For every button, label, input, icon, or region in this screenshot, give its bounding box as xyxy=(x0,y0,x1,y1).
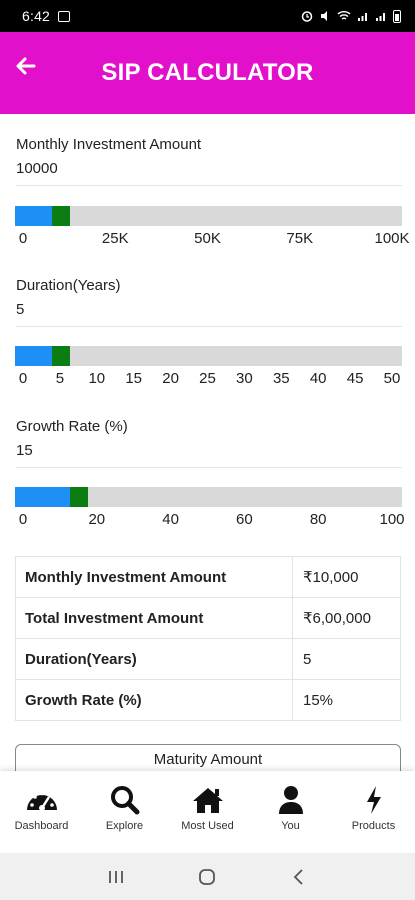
growth-slider[interactable] xyxy=(15,487,402,507)
mute-icon xyxy=(321,11,327,21)
tick-label: 40 xyxy=(162,511,179,528)
summary-key: Total Investment Amount xyxy=(15,597,293,639)
investment-slider-fill xyxy=(15,206,53,226)
summary-value: 15% xyxy=(292,679,401,721)
tick-label: 20 xyxy=(88,511,106,528)
summary-value: ₹6,00,000 xyxy=(292,597,401,639)
status-time: 6:42 xyxy=(22,8,51,24)
status-bar: 6:42 xyxy=(0,0,415,32)
tick-label: 50 xyxy=(383,370,401,387)
arrow-left-icon xyxy=(16,57,36,75)
tick-label: 5 xyxy=(55,370,65,387)
investment-label: Monthly Investment Amount xyxy=(16,136,202,153)
tick-label: 20 xyxy=(162,370,179,387)
duration-slider-thumb[interactable] xyxy=(51,346,70,366)
chevron-left-icon xyxy=(293,868,303,885)
tick-label: 0 xyxy=(18,230,28,247)
growth-slider-thumb[interactable] xyxy=(70,487,89,507)
home-button[interactable] xyxy=(187,862,227,892)
summary-key: Duration(Years) xyxy=(15,638,293,680)
tick-label: 0 xyxy=(18,370,28,387)
nav-item-most-used[interactable]: Most Used xyxy=(166,771,249,853)
duration-label: Duration(Years) xyxy=(16,277,121,294)
back-button[interactable] xyxy=(12,52,40,80)
tick-label: 10 xyxy=(88,370,106,387)
growth-ticks: 0 20 40 60 80 100 xyxy=(15,511,405,529)
tick-label: 0 xyxy=(18,511,28,528)
investment-divider xyxy=(16,185,402,186)
tick-label: 80 xyxy=(309,511,327,528)
growth-value[interactable]: 15 xyxy=(16,442,33,459)
status-icons xyxy=(301,9,401,23)
alarm-icon xyxy=(301,11,313,22)
dashboard-gauge-icon xyxy=(24,785,60,815)
table-row: Growth Rate (%) 15% xyxy=(15,679,401,721)
duration-slider[interactable] xyxy=(15,346,402,366)
investment-slider[interactable] xyxy=(15,206,402,226)
nav-item-products[interactable]: Products xyxy=(332,771,415,853)
system-nav-bar xyxy=(0,853,415,900)
nav-label: Products xyxy=(351,820,396,832)
recent-apps-icon xyxy=(108,870,123,883)
summary-value: 5 xyxy=(292,638,401,680)
summary-value: ₹10,000 xyxy=(292,556,401,598)
maturity-amount-button[interactable]: Maturity Amount xyxy=(15,744,401,771)
tick-label: 100 xyxy=(379,511,405,528)
battery-icon xyxy=(393,9,401,23)
bottom-nav: Dashboard Explore Most Used You Products xyxy=(0,771,415,853)
user-icon xyxy=(273,785,309,815)
tick-label: 45 xyxy=(346,370,364,387)
tick-label: 25K xyxy=(101,230,129,247)
nav-item-you[interactable]: You xyxy=(249,771,332,853)
home-icon xyxy=(190,785,226,815)
tick-label: 25 xyxy=(199,370,216,387)
nav-item-explore[interactable]: Explore xyxy=(83,771,166,853)
nav-label: You xyxy=(281,820,300,832)
table-row: Duration(Years) 5 xyxy=(15,638,401,680)
tick-label: 100K xyxy=(374,230,410,247)
lightning-icon xyxy=(356,785,392,815)
search-icon xyxy=(107,785,143,815)
tick-label: 30 xyxy=(236,370,253,387)
calculator-content: Monthly Investment Amount 10000 0 25K 50K 7… xyxy=(0,114,415,771)
investment-ticks: 0 25K 50K 75K 100K xyxy=(15,230,410,248)
duration-divider xyxy=(16,326,402,327)
signal-2-icon xyxy=(376,13,385,21)
tick-label: 35 xyxy=(272,370,290,387)
growth-label: Growth Rate (%) xyxy=(16,418,128,435)
investment-slider-thumb[interactable] xyxy=(51,206,70,226)
home-circle-icon xyxy=(199,868,216,885)
table-row: Total Investment Amount ₹6,00,000 xyxy=(15,597,401,639)
growth-slider-fill xyxy=(15,487,72,507)
wifi-icon xyxy=(337,11,351,20)
nav-label: Dashboard xyxy=(14,820,69,832)
gallery-notification-icon xyxy=(58,10,71,22)
summary-key: Growth Rate (%) xyxy=(15,679,293,721)
nav-label: Most Used xyxy=(181,820,234,832)
tick-label: 60 xyxy=(236,511,253,528)
investment-value[interactable]: 10000 xyxy=(16,160,58,177)
duration-value[interactable]: 5 xyxy=(16,301,25,318)
system-back-button[interactable] xyxy=(279,862,319,892)
table-row: Monthly Investment Amount ₹10,000 xyxy=(15,556,401,598)
nav-label: Explore xyxy=(105,820,144,832)
growth-divider xyxy=(16,467,402,468)
tick-label: 40 xyxy=(309,370,327,387)
page-title: SIP CALCULATOR xyxy=(101,59,314,86)
app-bar: SIP CALCULATOR xyxy=(0,32,415,114)
summary-key: Monthly Investment Amount xyxy=(15,556,293,598)
signal-icon xyxy=(358,13,367,21)
duration-slider-fill xyxy=(15,346,53,366)
tick-label: 15 xyxy=(125,370,143,387)
tick-label: 75K xyxy=(286,230,314,247)
nav-item-dashboard[interactable]: Dashboard xyxy=(0,771,83,853)
tick-label: 50K xyxy=(194,230,221,247)
duration-ticks: 0 5 10 15 20 25 30 35 40 45 50 xyxy=(15,370,402,388)
recent-apps-button[interactable] xyxy=(96,862,136,892)
summary-table: Monthly Investment Amount ₹10,000 Total … xyxy=(15,556,401,721)
